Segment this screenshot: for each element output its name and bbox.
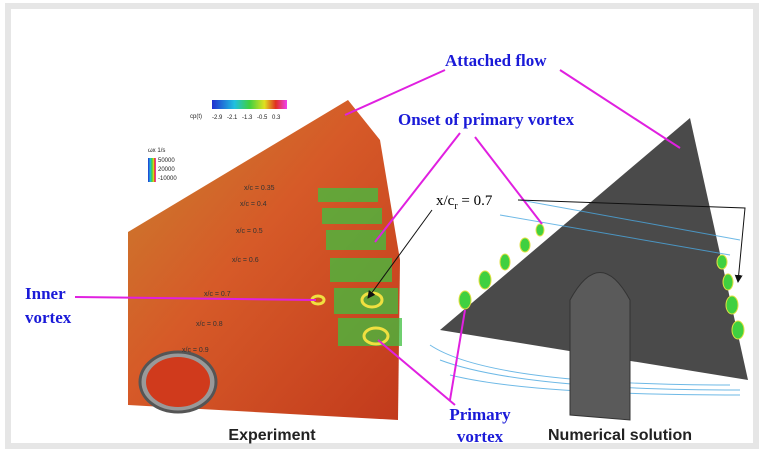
cp-tick-label: -0.5 xyxy=(257,115,268,121)
omega-label: ωx 1/s xyxy=(148,148,165,154)
station-label: x/cr = 0.7 xyxy=(436,193,493,212)
station-line-left xyxy=(367,209,433,299)
onset-label: Onset of primary vortex xyxy=(398,110,575,129)
station-symbol: x/c xyxy=(436,193,455,209)
station-label: x/c = 0.7 xyxy=(204,291,231,298)
station-value: = 0.7 xyxy=(458,193,493,209)
omega-tick-label: -10000 xyxy=(158,176,177,182)
station-label: x/c = 0.5 xyxy=(236,228,263,235)
numerical-vortices xyxy=(458,223,745,340)
caption: Experiment xyxy=(228,427,316,444)
cp-tick-label: 0.3 xyxy=(272,115,281,121)
inner-vortex-label: vortex xyxy=(25,308,72,327)
cylinder-inner xyxy=(146,357,210,407)
onset-arrows xyxy=(374,132,543,243)
omega-tick-label: 50000 xyxy=(158,158,175,164)
experiment-vortex-slices xyxy=(318,188,402,346)
primary-vortex-arrows xyxy=(377,309,466,406)
inner-vortex-arrow xyxy=(74,296,317,301)
attached-flow-label: Attached flow xyxy=(445,51,547,70)
cp-tick-label: -2.1 xyxy=(227,115,238,121)
caption: Numerical solution xyxy=(548,427,692,444)
omega-tick-label: 20000 xyxy=(158,167,175,173)
cp-tick-label: -1.3 xyxy=(242,115,253,121)
primary-vortex-label: vortex xyxy=(457,427,504,446)
cp-tick-label: -2.9 xyxy=(212,115,223,121)
primary-vortex-label: Primary xyxy=(449,405,511,424)
station-line-right xyxy=(517,199,746,283)
inner-vortex-label: Inner xyxy=(25,284,66,303)
cp-colorbar xyxy=(212,100,287,109)
experiment-wing xyxy=(128,100,400,420)
numerical-streamlines xyxy=(429,199,741,396)
omega-colorbar xyxy=(148,158,156,182)
attached-flow-arrows xyxy=(344,69,681,149)
station-subscript: r xyxy=(454,201,458,212)
station-label: x/c = 0.35 xyxy=(244,185,275,192)
station-label: x/c = 0.6 xyxy=(232,257,259,264)
numerical-wing xyxy=(440,118,748,380)
station-label: x/c = 0.8 xyxy=(196,321,223,328)
cp-label: cp(t) xyxy=(190,114,202,120)
station-label: x/c = 0.9 xyxy=(182,347,209,354)
numerical-body xyxy=(569,272,631,421)
station-label: x/c = 0.4 xyxy=(240,201,267,208)
